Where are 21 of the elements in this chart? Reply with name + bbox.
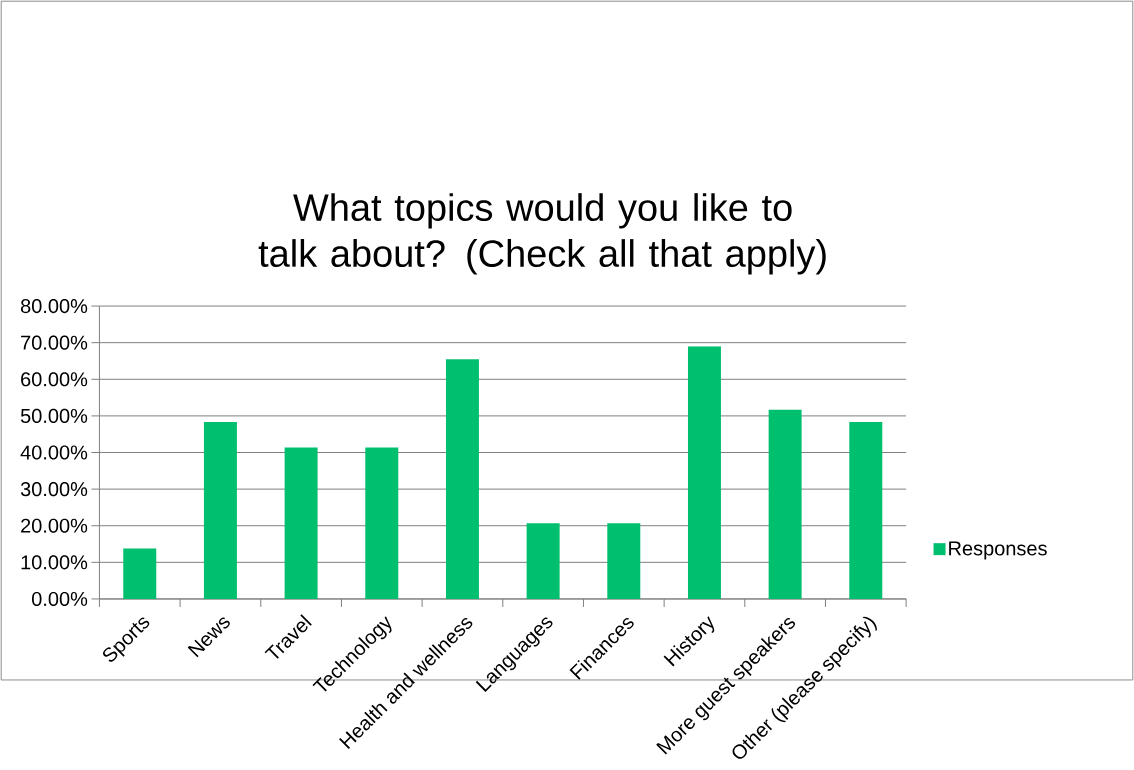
bar xyxy=(203,422,237,600)
bar xyxy=(849,422,883,600)
bar xyxy=(768,409,802,600)
y-tick-label: 40.00% xyxy=(20,445,88,460)
y-tick-label: 80.00% xyxy=(20,299,88,314)
bar xyxy=(445,359,479,600)
bar xyxy=(365,447,399,600)
y-tick-label: 0.00% xyxy=(31,592,88,607)
bar xyxy=(526,523,560,600)
y-tick-label: 10.00% xyxy=(21,555,88,570)
bar xyxy=(123,548,157,600)
bar xyxy=(284,447,318,600)
y-tick-label: 50.00% xyxy=(20,409,88,424)
y-tick-label: 20.00% xyxy=(21,518,88,534)
y-tick-label: 30.00% xyxy=(20,482,88,497)
legend-label: Responses xyxy=(949,541,1047,560)
y-tick-label: 60.00% xyxy=(21,372,88,387)
chart-title: What topics would you like to talk about? (Check all that apply) xyxy=(258,193,826,275)
y-tick-label: 70.00% xyxy=(21,335,88,350)
bar xyxy=(687,346,721,600)
bar xyxy=(607,523,641,600)
